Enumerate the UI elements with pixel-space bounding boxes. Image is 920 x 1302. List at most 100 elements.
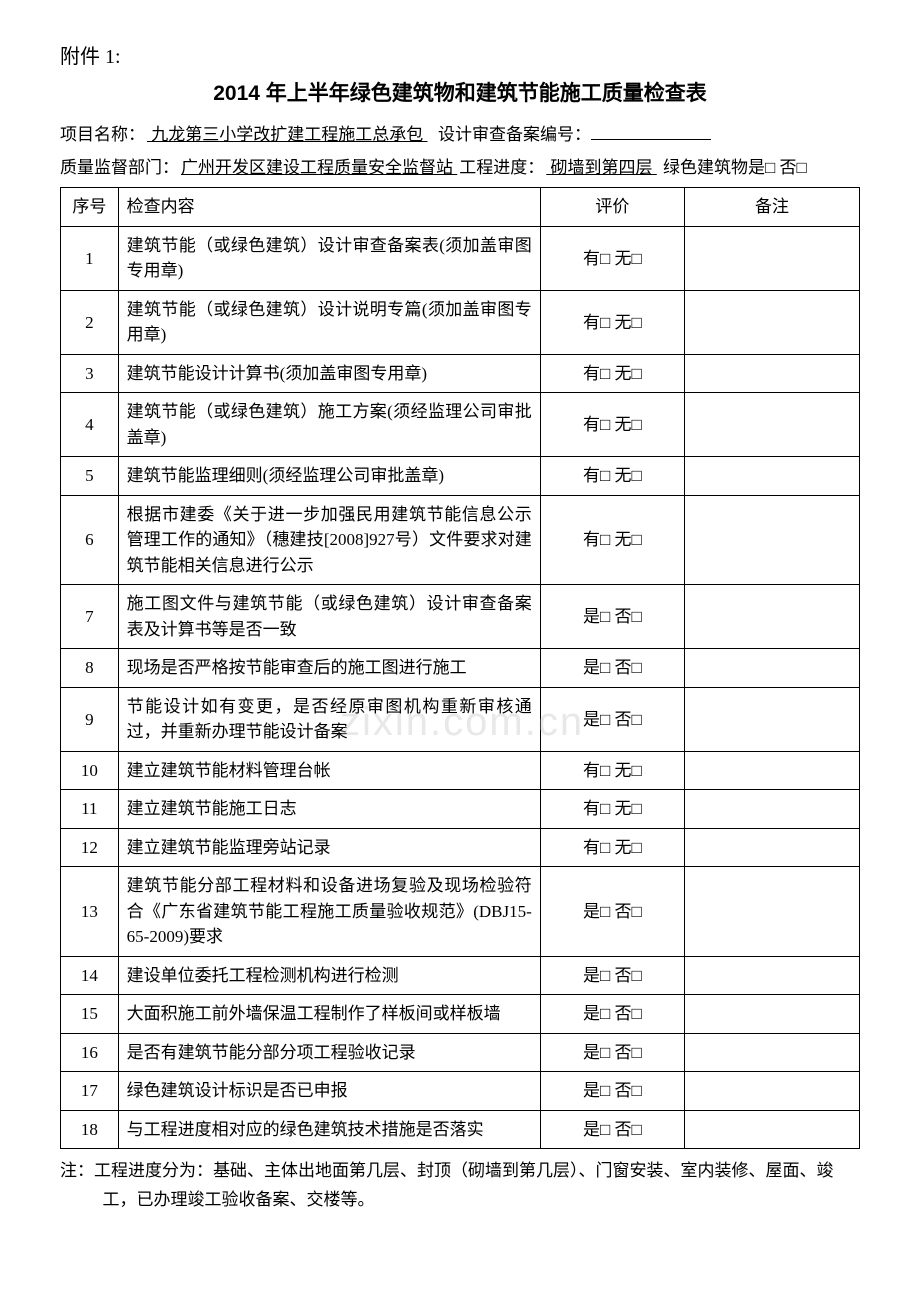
row-num: 14 (61, 956, 119, 995)
table-row: 4建筑节能（或绿色建筑）施工方案(须经监理公司审批盖章)有□ 无□ (61, 393, 860, 457)
table-row: 2建筑节能（或绿色建筑）设计说明专篇(须加盖审图专用章)有□ 无□ (61, 290, 860, 354)
row-num: 17 (61, 1072, 119, 1111)
row-remark (684, 457, 859, 496)
row-eval: 是□ 否□ (540, 649, 684, 688)
row-remark (684, 790, 859, 829)
table-row: 9节能设计如有变更，是否经原审图机构重新审核通过，并重新办理节能设计备案是□ 否… (61, 687, 860, 751)
row-num: 6 (61, 495, 119, 585)
row-num: 10 (61, 751, 119, 790)
table-row: 12建立建筑节能监理旁站记录有□ 无□ (61, 828, 860, 867)
row-content: 建筑节能设计计算书(须加盖审图专用章) (118, 354, 540, 393)
row-num: 13 (61, 867, 119, 957)
row-eval: 有□ 无□ (540, 751, 684, 790)
row-eval: 是□ 否□ (540, 1072, 684, 1111)
quality-dept-label: 质量监督部门： (60, 158, 179, 177)
row-content: 绿色建筑设计标识是否已申报 (118, 1072, 540, 1111)
row-eval: 有□ 无□ (540, 290, 684, 354)
row-remark (684, 1110, 859, 1149)
row-content: 建筑节能分部工程材料和设备进场复验及现场检验符合《广东省建筑节能工程施工质量验收… (118, 867, 540, 957)
row-num: 16 (61, 1033, 119, 1072)
row-eval: 有□ 无□ (540, 828, 684, 867)
row-content: 根据市建委《关于进一步加强民用建筑节能信息公示管理工作的通知》（穗建技[2008… (118, 495, 540, 585)
row-remark (684, 290, 859, 354)
row-num: 11 (61, 790, 119, 829)
row-num: 3 (61, 354, 119, 393)
table-row: 16是否有建筑节能分部分项工程验收记录是□ 否□ (61, 1033, 860, 1072)
table-row: 6根据市建委《关于进一步加强民用建筑节能信息公示管理工作的通知》（穗建技[200… (61, 495, 860, 585)
table-row: 10建立建筑节能材料管理台帐有□ 无□ (61, 751, 860, 790)
row-content: 大面积施工前外墙保温工程制作了样板间或样板墙 (118, 995, 540, 1034)
row-num: 4 (61, 393, 119, 457)
table-row: 11建立建筑节能施工日志有□ 无□ (61, 790, 860, 829)
row-remark (684, 1033, 859, 1072)
page-title: 2014 年上半年绿色建筑物和建筑节能施工质量检查表 (60, 77, 860, 107)
footnote: 注：工程进度分为：基础、主体出地面第几层、封顶（砌墙到第几层）、门窗安装、室内装… (60, 1157, 860, 1215)
row-eval: 是□ 否□ (540, 956, 684, 995)
row-eval: 是□ 否□ (540, 1033, 684, 1072)
checklist-table: 序号 检查内容 评价 备注 1建筑节能（或绿色建筑）设计审查备案表(须加盖审图专… (60, 187, 860, 1149)
project-name-value: 九龙第三小学改扩建工程施工总承包 (145, 125, 430, 144)
header-content: 检查内容 (118, 188, 540, 227)
row-content: 建筑节能（或绿色建筑）设计审查备案表(须加盖审图专用章) (118, 226, 540, 290)
design-review-label: 设计审查备案编号： (438, 125, 591, 144)
quality-dept-value: 广州开发区建设工程质量安全监督站 (179, 158, 459, 177)
table-row: 18与工程进度相对应的绿色建筑技术措施是否落实是□ 否□ (61, 1110, 860, 1149)
row-eval: 是□ 否□ (540, 687, 684, 751)
header-num: 序号 (61, 188, 119, 227)
row-remark (684, 828, 859, 867)
header-remark: 备注 (684, 188, 859, 227)
row-num: 15 (61, 995, 119, 1034)
design-review-blank (591, 123, 711, 140)
row-remark (684, 354, 859, 393)
row-eval: 有□ 无□ (540, 790, 684, 829)
row-eval: 有□ 无□ (540, 354, 684, 393)
row-num: 2 (61, 290, 119, 354)
row-num: 7 (61, 585, 119, 649)
row-remark (684, 585, 859, 649)
table-row: 14建设单位委托工程检测机构进行检测是□ 否□ (61, 956, 860, 995)
row-remark (684, 956, 859, 995)
row-remark (684, 393, 859, 457)
row-num: 12 (61, 828, 119, 867)
row-content: 现场是否严格按节能审查后的施工图进行施工 (118, 649, 540, 688)
row-remark (684, 1072, 859, 1111)
progress-label: 工程进度： (459, 158, 544, 177)
row-content: 建立建筑节能材料管理台帐 (118, 751, 540, 790)
row-content: 与工程进度相对应的绿色建筑技术措施是否落实 (118, 1110, 540, 1149)
table-row: 5建筑节能监理细则(须经监理公司审批盖章)有□ 无□ (61, 457, 860, 496)
project-name-label: 项目名称： (60, 125, 145, 144)
row-remark (684, 687, 859, 751)
table-row: 17绿色建筑设计标识是否已申报是□ 否□ (61, 1072, 860, 1111)
row-num: 5 (61, 457, 119, 496)
table-row: 1建筑节能（或绿色建筑）设计审查备案表(须加盖审图专用章)有□ 无□ (61, 226, 860, 290)
row-remark (684, 751, 859, 790)
row-eval: 有□ 无□ (540, 393, 684, 457)
row-remark (684, 495, 859, 585)
row-content: 施工图文件与建筑节能（或绿色建筑）设计审查备案表及计算书等是否一致 (118, 585, 540, 649)
table-header-row: 序号 检查内容 评价 备注 (61, 188, 860, 227)
row-content: 建筑节能（或绿色建筑）设计说明专篇(须加盖审图专用章) (118, 290, 540, 354)
table-row: 15大面积施工前外墙保温工程制作了样板间或样板墙是□ 否□ (61, 995, 860, 1034)
attachment-label: 附件 1: (60, 40, 860, 69)
quality-info-line: 质量监督部门：广州开发区建设工程质量安全监督站 工程进度： 砌墙到第四层 绿色建… (60, 154, 860, 181)
row-eval: 是□ 否□ (540, 867, 684, 957)
row-content: 建筑节能监理细则(须经监理公司审批盖章) (118, 457, 540, 496)
table-row: 3建筑节能设计计算书(须加盖审图专用章)有□ 无□ (61, 354, 860, 393)
green-building-checkbox: 绿色建筑物是□ 否□ (663, 154, 807, 181)
row-num: 9 (61, 687, 119, 751)
row-eval: 有□ 无□ (540, 226, 684, 290)
row-content: 建设单位委托工程检测机构进行检测 (118, 956, 540, 995)
row-eval: 有□ 无□ (540, 495, 684, 585)
row-eval: 有□ 无□ (540, 457, 684, 496)
progress-value: 砌墙到第四层 (544, 158, 659, 177)
table-row: 7施工图文件与建筑节能（或绿色建筑）设计审查备案表及计算书等是否一致是□ 否□ (61, 585, 860, 649)
row-eval: 是□ 否□ (540, 995, 684, 1034)
row-eval: 是□ 否□ (540, 585, 684, 649)
row-content: 建立建筑节能施工日志 (118, 790, 540, 829)
table-row: 8现场是否严格按节能审查后的施工图进行施工是□ 否□ (61, 649, 860, 688)
row-num: 1 (61, 226, 119, 290)
row-num: 8 (61, 649, 119, 688)
row-num: 18 (61, 1110, 119, 1149)
row-content: 建立建筑节能监理旁站记录 (118, 828, 540, 867)
row-content: 建筑节能（或绿色建筑）施工方案(须经监理公司审批盖章) (118, 393, 540, 457)
